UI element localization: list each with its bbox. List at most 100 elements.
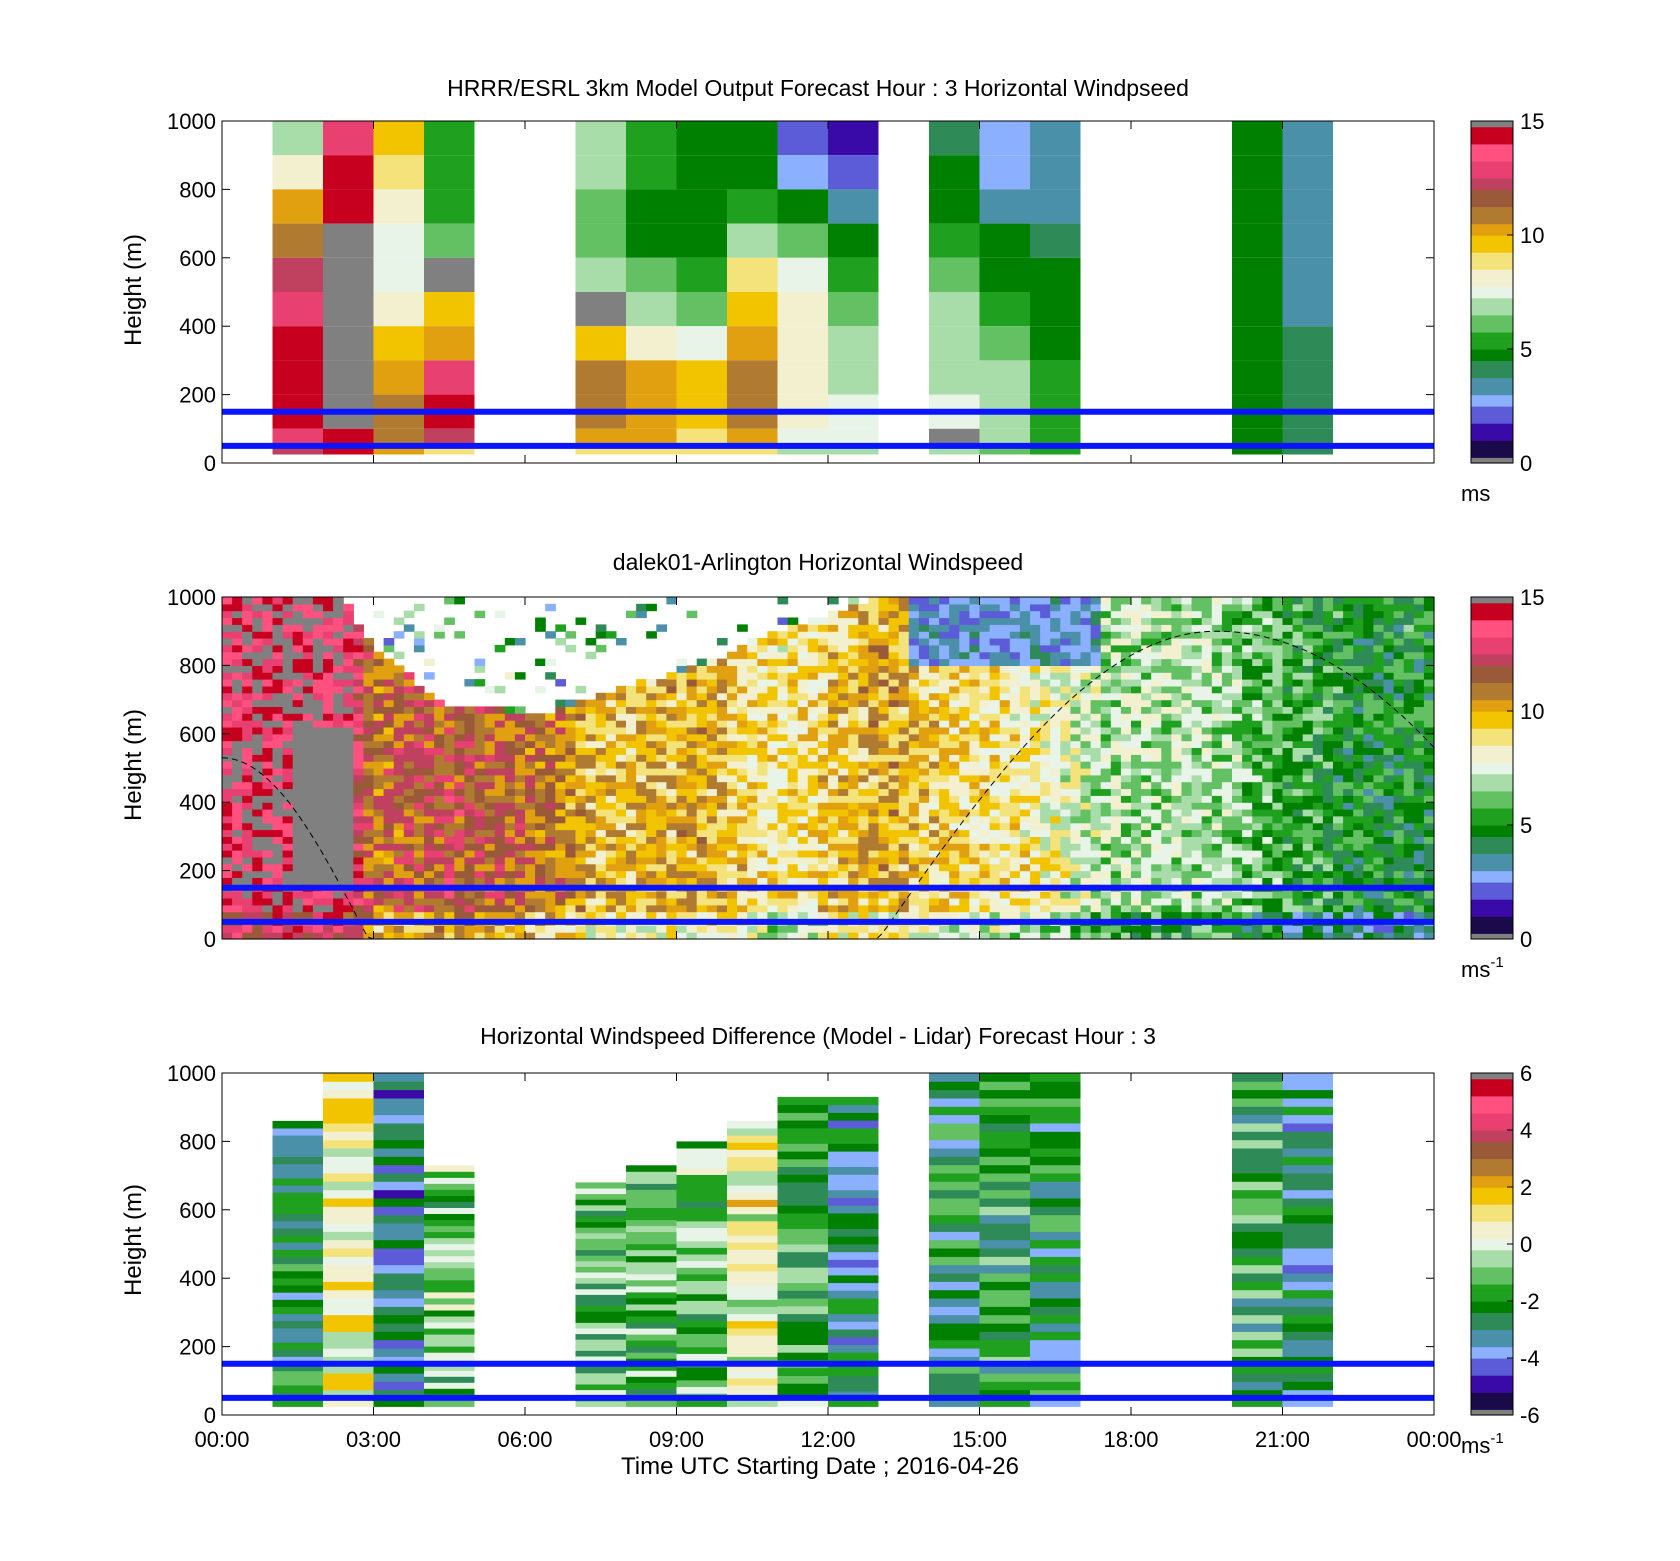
heatmap-cell (1019, 624, 1031, 632)
heatmap-cell (737, 856, 748, 865)
heatmap-cell (848, 856, 859, 865)
heatmap-cell (363, 877, 375, 885)
heatmap-cell (878, 891, 890, 899)
heatmap-cell (797, 665, 809, 673)
heatmap-cell (676, 815, 688, 824)
heatmap-cell (1090, 672, 1102, 680)
heatmap-cell (474, 911, 486, 919)
heatmap-cell (777, 747, 789, 755)
heatmap-cell (1232, 863, 1243, 872)
heatmap-cell (1030, 877, 1041, 885)
heatmap-cell (696, 754, 708, 762)
heatmap-cell (232, 603, 243, 612)
heatmap-cell (696, 685, 708, 694)
heatmap-cell (1221, 617, 1233, 625)
heatmap-cell (403, 720, 415, 728)
heatmap-cell (898, 843, 910, 851)
heatmap-cell (484, 713, 496, 721)
heatmap-cell (272, 155, 323, 190)
heatmap-cell (232, 774, 243, 783)
heatmap-cell (908, 713, 920, 721)
heatmap-cell (242, 843, 253, 851)
heatmap-cell (898, 658, 910, 666)
heatmap-cell (403, 733, 415, 742)
heatmap-cell (706, 754, 718, 762)
heatmap-cell (353, 802, 364, 810)
heatmap-cell (1120, 597, 1132, 605)
heatmap-cell (1030, 774, 1041, 783)
heatmap-cell (1201, 822, 1213, 831)
heatmap-cell (545, 850, 556, 858)
heatmap-cell (646, 836, 657, 844)
heatmap-cell (1080, 836, 1092, 844)
heatmap-cell (363, 679, 375, 687)
heatmap-cell (1242, 809, 1253, 817)
heatmap-cell (888, 863, 900, 872)
heatmap-cell (1211, 891, 1223, 899)
heatmap-cell (1211, 651, 1223, 660)
heatmap-cell (312, 679, 324, 687)
heatmap-cell (353, 761, 364, 769)
heatmap-cell (908, 898, 920, 906)
heatmap-cell (686, 754, 698, 762)
heatmap-cell (908, 754, 920, 762)
heatmap-cell (807, 815, 819, 824)
heatmap-cell (1221, 638, 1233, 646)
heatmap-cell (252, 638, 263, 646)
heatmap-cell (727, 679, 738, 687)
heatmap-cell (979, 638, 991, 646)
heatmap-cell (706, 699, 718, 707)
heatmap-cell (787, 706, 799, 714)
heatmap-cell (1242, 863, 1253, 872)
heatmap-cell (838, 624, 849, 632)
heatmap-cell (918, 617, 930, 625)
heatmap-cell (545, 822, 556, 831)
heatmap-cell (585, 761, 597, 769)
heatmap-cell (757, 904, 768, 913)
heatmap-cell (1009, 624, 1021, 632)
heatmap-cell (858, 850, 869, 858)
heatmap-cell (252, 856, 263, 865)
heatmap-cell (615, 781, 627, 790)
heatmap-cell (494, 795, 506, 803)
heatmap-cell (929, 822, 940, 831)
heatmap-cell (1221, 925, 1233, 933)
heatmap-cell (1090, 699, 1102, 707)
heatmap-cell (757, 761, 768, 769)
heatmap-cell (373, 754, 385, 762)
heatmap-cell (646, 699, 657, 707)
heatmap-cell (969, 658, 981, 666)
heatmap-cell (999, 706, 1011, 714)
heatmap-cell (353, 863, 364, 872)
heatmap-cell (282, 713, 294, 721)
heatmap-cell (262, 863, 274, 872)
heatmap-cell (737, 850, 748, 858)
heatmap-cell (1019, 747, 1031, 755)
heatmap-cell (1211, 624, 1223, 632)
heatmap-cell (292, 768, 304, 776)
heatmap-cell (737, 788, 748, 796)
heatmap-cell (1161, 898, 1172, 906)
heatmap-cell (312, 727, 324, 735)
heatmap-cell (363, 740, 375, 748)
heatmap-cell (343, 727, 354, 735)
heatmap-cell (1070, 658, 1082, 666)
colorbar-segment (1471, 143, 1513, 151)
heatmap-cell (383, 870, 395, 878)
heatmap-cell (615, 822, 627, 831)
heatmap-cell (252, 685, 263, 694)
heatmap-cell (413, 809, 425, 817)
heatmap-cell (575, 292, 626, 327)
heatmap-cell (1181, 911, 1193, 919)
colorbar-segment (1471, 451, 1513, 458)
heatmap-cell (908, 658, 920, 666)
heatmap-cell (1232, 829, 1243, 837)
heatmap-cell (1131, 624, 1142, 632)
heatmap-cell (242, 638, 253, 646)
heatmap-cell (514, 713, 526, 721)
heatmap-cell (454, 720, 465, 728)
heatmap-cell (767, 898, 779, 906)
heatmap-cell (929, 932, 940, 940)
heatmap-cell (989, 898, 1001, 906)
heatmap-cell (1090, 624, 1102, 632)
